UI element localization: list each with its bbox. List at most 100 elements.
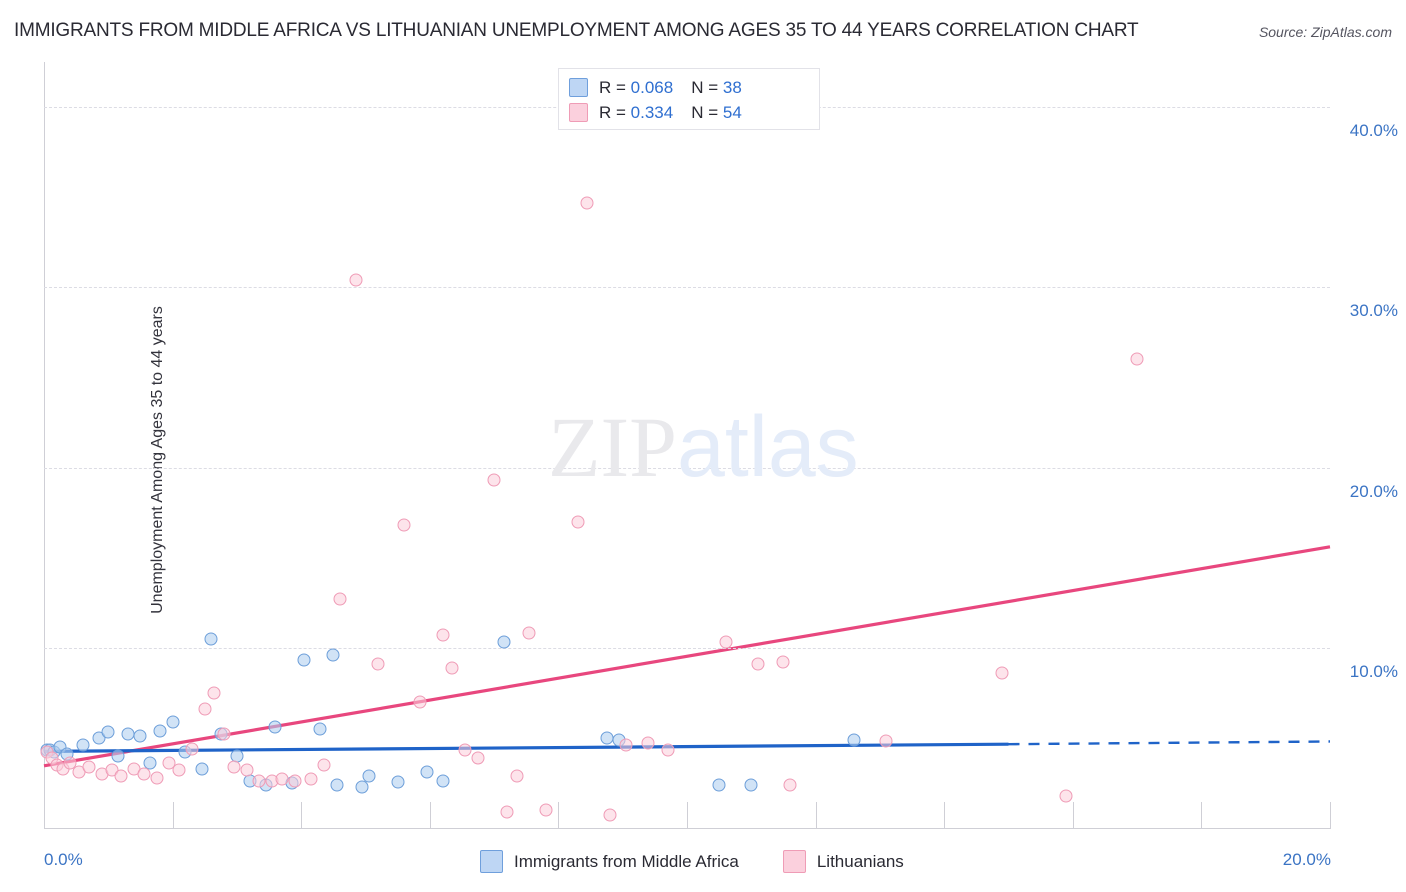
scatter-point[interactable] [1130, 352, 1144, 366]
y-axis-tick-label: 40.0% [1349, 121, 1398, 141]
y-axis-tick-label: 30.0% [1349, 301, 1398, 321]
gridline-y [44, 467, 1330, 469]
scatter-point[interactable] [114, 769, 128, 783]
scatter-point[interactable] [198, 702, 212, 716]
scatter-point[interactable] [600, 731, 614, 745]
scatter-point[interactable] [603, 808, 617, 822]
scatter-point[interactable] [143, 756, 157, 770]
correlation-text-blue: R = 0.068 N = 38 [599, 78, 742, 98]
scatter-point[interactable] [166, 715, 180, 729]
scatter-point[interactable] [333, 592, 347, 606]
scatter-point[interactable] [288, 774, 302, 788]
scatter-point[interactable] [349, 273, 363, 287]
scatter-point[interactable] [195, 762, 209, 776]
scatter-point[interactable] [268, 720, 282, 734]
correlation-text-pink: R = 0.334 N = 54 [599, 103, 742, 123]
blue-swatch-icon [569, 78, 588, 97]
series-legend: Immigrants from Middle Africa Lithuanian… [480, 850, 904, 873]
scatter-point[interactable] [661, 743, 675, 757]
scatter-point[interactable] [82, 760, 96, 774]
legend-label-lithuanians[interactable]: Lithuanians [816, 851, 904, 871]
plot-area [40, 62, 1331, 828]
scatter-point[interactable] [641, 736, 655, 750]
scatter-point[interactable] [313, 722, 327, 736]
scatter-point[interactable] [121, 727, 135, 741]
scatter-point[interactable] [362, 769, 376, 783]
scatter-point[interactable] [436, 774, 450, 788]
x-axis-tick [815, 802, 817, 828]
scatter-point[interactable] [619, 738, 633, 752]
scatter-point[interactable] [304, 772, 318, 786]
scatter-point[interactable] [217, 727, 231, 741]
scatter-point[interactable] [744, 778, 758, 792]
x-axis-tick [429, 802, 431, 828]
trendline-immigrants-extrapolated [1008, 740, 1331, 746]
gridline-y [44, 647, 1330, 649]
scatter-point[interactable] [252, 774, 266, 788]
scatter-point[interactable] [420, 765, 434, 779]
scatter-point[interactable] [317, 758, 331, 772]
scatter-point[interactable] [436, 628, 450, 642]
scatter-point[interactable] [751, 657, 765, 671]
scatter-point[interactable] [712, 778, 726, 792]
scatter-point[interactable] [571, 515, 585, 529]
scatter-point[interactable] [137, 767, 151, 781]
scatter-point[interactable] [995, 666, 1009, 680]
legend-swatch-immigrants-icon[interactable] [480, 850, 503, 873]
scatter-point[interactable] [719, 635, 733, 649]
y-axis-tick-label: 10.0% [1349, 661, 1398, 681]
scatter-point[interactable] [783, 778, 797, 792]
scatter-point[interactable] [297, 653, 311, 667]
legend-label-immigrants[interactable]: Immigrants from Middle Africa [514, 851, 739, 871]
scatter-point[interactable] [371, 657, 385, 671]
n-label-blue: N = [691, 77, 719, 97]
scatter-point[interactable] [275, 772, 289, 786]
x-axis-tick [687, 802, 688, 828]
scatter-point[interactable] [207, 686, 221, 700]
r-label-pink: R = [599, 102, 626, 122]
scatter-point[interactable] [522, 626, 536, 640]
scatter-point[interactable] [471, 751, 485, 765]
scatter-point[interactable] [326, 648, 340, 662]
scatter-point[interactable] [847, 733, 861, 747]
scatter-point[interactable] [150, 771, 164, 785]
scatter-point[interactable] [355, 780, 369, 794]
scatter-point[interactable] [330, 778, 344, 792]
scatter-point[interactable] [539, 803, 553, 817]
scatter-point[interactable] [172, 763, 186, 777]
scatter-point[interactable] [133, 729, 147, 743]
scatter-point[interactable] [776, 655, 790, 669]
scatter-point[interactable] [497, 635, 511, 649]
scatter-point[interactable] [204, 632, 218, 646]
n-label-pink: N = [691, 102, 719, 122]
scatter-point[interactable] [413, 695, 427, 709]
scatter-point[interactable] [76, 738, 90, 752]
scatter-point[interactable] [458, 743, 472, 757]
scatter-point[interactable] [185, 742, 199, 756]
gridline-y [44, 287, 1330, 289]
scatter-point[interactable] [445, 661, 459, 675]
pink-swatch-icon [569, 103, 588, 122]
scatter-point[interactable] [227, 760, 241, 774]
scatter-point[interactable] [240, 763, 254, 777]
scatter-point[interactable] [153, 724, 167, 738]
scatter-point[interactable] [111, 749, 125, 763]
scatter-point[interactable] [63, 756, 77, 770]
scatter-point[interactable] [879, 734, 893, 748]
scatter-point[interactable] [391, 775, 405, 789]
x-axis-max-label: 20.0% [1282, 850, 1331, 869]
scatter-point[interactable] [101, 725, 115, 739]
scatter-point[interactable] [1059, 789, 1073, 803]
legend-swatch-lithuanians-icon[interactable] [782, 850, 806, 873]
scatter-point[interactable] [500, 805, 514, 819]
correlation-legend: R = 0.068 N = 38 R = 0.334 N = 54 [558, 68, 820, 130]
scatter-point[interactable] [580, 196, 594, 210]
source-attribution: Source: ZipAtlas.com [1258, 24, 1392, 40]
x-axis-tick [558, 802, 560, 828]
scatter-point[interactable] [510, 769, 524, 783]
scatter-point[interactable] [397, 518, 411, 532]
correlation-row-blue: R = 0.068 N = 38 [569, 75, 809, 100]
x-axis-tick [944, 802, 946, 828]
scatter-point[interactable] [487, 473, 501, 487]
